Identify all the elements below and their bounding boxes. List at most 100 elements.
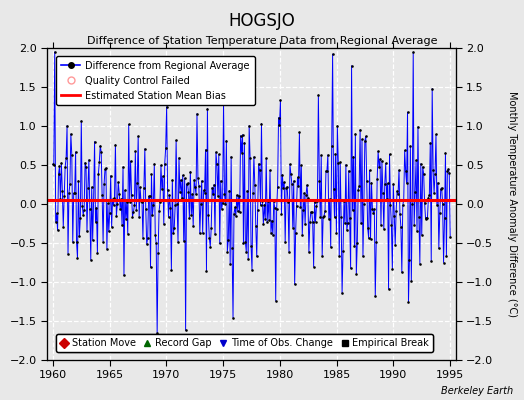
Point xyxy=(276,97,285,103)
Point xyxy=(73,255,82,262)
Point xyxy=(299,207,308,214)
Point xyxy=(289,224,297,231)
Point xyxy=(339,248,347,254)
Point xyxy=(419,171,428,177)
Point xyxy=(350,243,358,250)
Point xyxy=(178,195,186,202)
Point xyxy=(103,246,111,252)
Point xyxy=(271,298,280,304)
Point xyxy=(202,267,211,274)
Point xyxy=(303,182,311,188)
Point xyxy=(231,204,239,210)
Point xyxy=(356,126,364,133)
Point xyxy=(279,185,288,192)
Point xyxy=(332,229,341,236)
Point xyxy=(213,161,221,168)
Point xyxy=(414,214,423,220)
Point xyxy=(207,225,215,232)
Point xyxy=(123,199,131,205)
Point xyxy=(274,184,282,190)
Point xyxy=(407,278,416,284)
Point xyxy=(416,260,424,267)
Point xyxy=(118,222,126,228)
Point xyxy=(155,208,163,215)
Point xyxy=(393,188,401,194)
Point xyxy=(439,259,447,266)
Point xyxy=(381,160,390,167)
Point xyxy=(261,216,269,222)
Point xyxy=(365,167,374,174)
Point xyxy=(342,162,350,168)
Point xyxy=(260,201,268,208)
Point xyxy=(446,234,454,240)
Point xyxy=(90,138,99,145)
Point xyxy=(337,214,345,220)
Point xyxy=(53,227,62,233)
Point xyxy=(195,230,204,236)
Point xyxy=(392,208,400,214)
Point xyxy=(344,220,352,226)
Point xyxy=(110,202,118,208)
Point xyxy=(359,253,367,260)
Point xyxy=(79,211,88,218)
Point xyxy=(421,215,430,222)
Point xyxy=(56,163,64,170)
Point xyxy=(83,228,91,234)
Point xyxy=(384,180,392,186)
Point xyxy=(405,299,413,305)
Point xyxy=(222,137,231,144)
Point xyxy=(305,219,314,225)
Point xyxy=(162,104,171,110)
Point xyxy=(144,235,152,242)
Point xyxy=(326,244,335,250)
Point xyxy=(193,110,201,117)
Point xyxy=(223,248,232,255)
Point xyxy=(380,181,389,188)
Point xyxy=(262,155,270,162)
Point xyxy=(291,229,300,236)
Point xyxy=(102,165,110,171)
Point xyxy=(125,198,134,205)
Point xyxy=(136,184,144,190)
Point xyxy=(242,249,250,255)
Point xyxy=(92,204,101,211)
Point xyxy=(214,193,222,199)
Point xyxy=(169,230,178,236)
Point xyxy=(340,198,348,204)
Point xyxy=(333,122,342,129)
Point xyxy=(216,178,225,184)
Point xyxy=(272,206,281,212)
Point xyxy=(203,106,212,112)
Point xyxy=(112,213,121,219)
Point xyxy=(159,173,167,180)
Point xyxy=(189,223,198,229)
Point xyxy=(323,168,331,174)
Point xyxy=(78,202,86,209)
Point xyxy=(355,183,363,190)
Point xyxy=(252,223,260,230)
Point xyxy=(266,167,274,174)
Point xyxy=(96,142,104,149)
Point xyxy=(147,171,156,178)
Point xyxy=(180,175,189,181)
Point xyxy=(250,154,258,160)
Point xyxy=(71,149,80,155)
Point xyxy=(119,164,127,170)
Point xyxy=(194,175,202,181)
Text: HOGSJO: HOGSJO xyxy=(228,12,296,30)
Point xyxy=(188,191,196,198)
Point xyxy=(116,206,124,212)
Point xyxy=(187,212,195,218)
Point xyxy=(248,266,256,273)
Point xyxy=(287,171,295,178)
Point xyxy=(312,203,321,210)
Point xyxy=(233,192,241,198)
Point xyxy=(321,208,329,214)
Point xyxy=(395,167,403,173)
Point xyxy=(135,214,144,220)
Point xyxy=(61,164,69,170)
Point xyxy=(374,148,383,154)
Point xyxy=(292,203,301,209)
Point xyxy=(388,266,397,272)
Point xyxy=(183,180,192,186)
